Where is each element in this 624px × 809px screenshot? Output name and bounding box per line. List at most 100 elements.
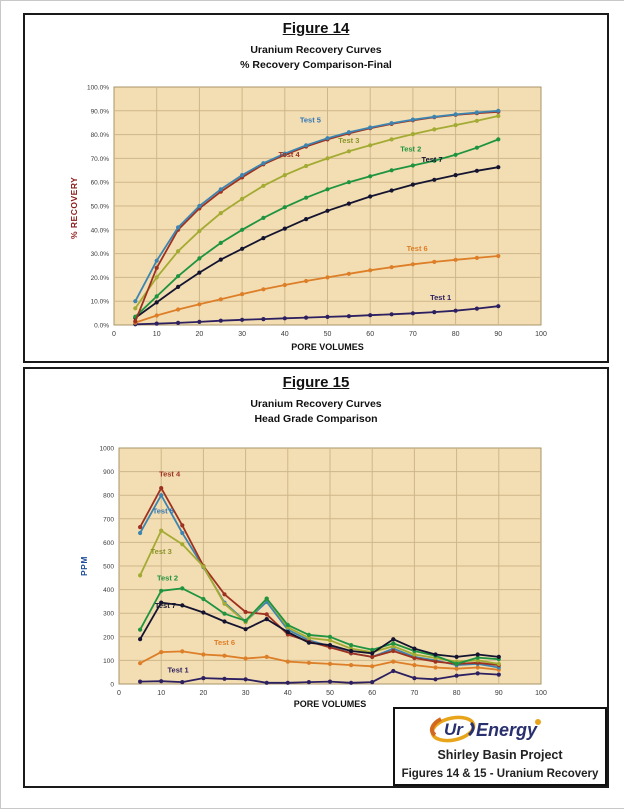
data-point-test-1 — [306, 680, 311, 685]
data-point-test-3 — [282, 173, 287, 178]
x-tick-label: 80 — [452, 331, 460, 338]
data-point-test-1 — [222, 676, 227, 681]
x-tick-label: 80 — [453, 690, 461, 697]
data-point-test-7 — [474, 168, 479, 173]
data-point-test-2 — [325, 187, 330, 192]
data-point-test-7 — [197, 270, 202, 275]
series-label: Test 7 — [422, 155, 443, 164]
data-point-test-7 — [496, 654, 501, 659]
data-point-test-3 — [154, 275, 159, 280]
data-point-test-2 — [368, 174, 373, 179]
data-point-test-6 — [282, 282, 287, 288]
data-point-test-7 — [222, 619, 227, 624]
data-point-test-2 — [180, 586, 185, 591]
x-tick-label: 40 — [284, 690, 292, 697]
ur-energy-logo: Ur Energy — [395, 713, 605, 745]
data-point-test-5 — [197, 203, 202, 209]
data-point-test-1 — [240, 317, 245, 322]
data-point-test-5 — [176, 225, 181, 230]
data-point-test-2 — [197, 256, 202, 261]
data-point-test-6 — [453, 257, 458, 262]
data-point-test-6 — [432, 259, 437, 264]
data-point-test-6 — [154, 313, 159, 318]
data-point-test-5 — [133, 299, 138, 304]
series-line-test-1 — [140, 670, 499, 684]
data-point-test-5 — [432, 114, 437, 119]
data-point-test-2 — [475, 655, 480, 660]
data-point-test-1 — [282, 316, 287, 321]
data-point-test-6 — [222, 653, 227, 658]
data-point-test-6 — [264, 654, 269, 659]
data-point-test-3 — [346, 149, 351, 154]
data-point-test-6 — [370, 664, 375, 669]
data-point-test-3 — [496, 113, 501, 119]
data-point-test-6 — [454, 666, 459, 671]
title-block-project-name: Shirley Basin Project — [437, 748, 563, 762]
data-point-test-7 — [475, 652, 480, 657]
y-tick-label: 0.0% — [94, 323, 109, 330]
data-point-test-5 — [410, 117, 415, 122]
data-point-test-6 — [475, 665, 480, 670]
data-point-test-5 — [218, 187, 223, 192]
data-point-test-1 — [154, 321, 159, 326]
data-point-test-5 — [240, 173, 245, 178]
data-point-test-1 — [496, 672, 501, 677]
data-point-test-4 — [222, 592, 227, 597]
data-point-test-2 — [496, 137, 501, 142]
data-point-test-6 — [176, 307, 181, 312]
x-tick-label: 50 — [326, 690, 334, 697]
data-point-test-4 — [412, 655, 417, 661]
y-tick-label: 40.0% — [91, 227, 110, 234]
data-point-test-1 — [410, 311, 415, 316]
data-point-test-1 — [325, 314, 330, 319]
data-point-test-4 — [180, 523, 185, 528]
data-point-test-1 — [243, 677, 248, 682]
data-point-test-7 — [282, 226, 287, 231]
data-point-test-7 — [264, 617, 269, 622]
series-line-test-5 — [134, 109, 499, 302]
series-line-test-7 — [139, 601, 499, 658]
series-line-test-1 — [135, 305, 499, 326]
series-label: Test 6 — [407, 244, 428, 253]
series-line-test-6 — [135, 255, 499, 324]
y-tick-label: 100 — [103, 658, 114, 665]
y-tick-label: 10.0% — [91, 299, 110, 306]
data-point-test-1 — [138, 679, 143, 684]
data-point-test-7 — [325, 208, 330, 213]
data-point-test-6 — [306, 660, 311, 665]
data-point-test-5 — [159, 493, 164, 498]
data-point-test-5 — [261, 161, 266, 166]
data-point-test-7 — [261, 236, 266, 241]
data-point-test-2 — [432, 158, 437, 163]
data-point-test-7 — [496, 165, 501, 170]
data-point-test-5 — [154, 258, 159, 263]
data-point-test-2 — [346, 180, 351, 185]
data-point-test-2 — [453, 152, 458, 157]
data-point-test-6 — [327, 661, 333, 666]
data-point-test-1 — [389, 312, 394, 317]
x-tick-label: 90 — [494, 331, 502, 338]
data-point-test-7 — [370, 651, 375, 656]
data-point-test-6 — [474, 255, 479, 260]
data-point-test-7 — [412, 646, 417, 651]
title-block-figure-caption: Figures 14 & 15 - Uranium Recovery — [401, 768, 599, 780]
data-point-test-1 — [327, 679, 333, 684]
data-point-test-2 — [154, 294, 159, 299]
x-tick-label: 70 — [411, 690, 419, 697]
x-tick-label: 10 — [153, 331, 161, 338]
data-point-test-5 — [453, 112, 458, 117]
data-point-test-7 — [285, 630, 290, 635]
x-tick-label: 30 — [238, 331, 246, 338]
data-point-test-3 — [474, 118, 479, 123]
ur-energy-logo-graphic: Ur Energy — [429, 715, 541, 743]
series-label: Test 4 — [159, 469, 181, 478]
data-point-test-3 — [304, 163, 309, 169]
data-point-test-3 — [180, 542, 185, 547]
figure-15-chart: 0 10 20 30 40 50 60 70 80 90 100010020030040050060… — [100, 446, 547, 698]
x-tick-label: 40 — [281, 331, 289, 338]
y-tick-label: 300 — [103, 611, 114, 618]
data-point-test-6 — [410, 262, 415, 267]
data-point-test-2 — [327, 634, 333, 639]
data-point-test-7 — [180, 603, 185, 608]
figure-15-subtitle-1: Uranium Recovery Curves — [250, 398, 382, 410]
